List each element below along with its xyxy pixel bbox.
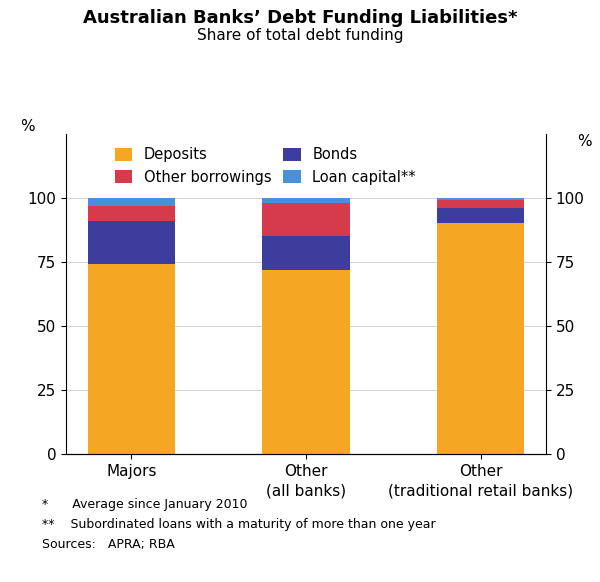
Bar bbox=[88, 221, 175, 264]
Bar bbox=[437, 223, 524, 454]
Bar bbox=[88, 198, 175, 205]
Bar bbox=[262, 236, 350, 269]
Bar bbox=[437, 200, 524, 208]
Text: Sources:   APRA; RBA: Sources: APRA; RBA bbox=[42, 538, 175, 551]
Text: Share of total debt funding: Share of total debt funding bbox=[197, 28, 403, 43]
Bar bbox=[88, 205, 175, 221]
Y-axis label: %: % bbox=[20, 119, 35, 134]
Text: *      Average since January 2010: * Average since January 2010 bbox=[42, 498, 248, 510]
Bar bbox=[262, 203, 350, 236]
Bar bbox=[88, 264, 175, 454]
Bar bbox=[437, 198, 524, 200]
Y-axis label: %: % bbox=[577, 134, 592, 149]
Bar bbox=[262, 269, 350, 454]
Text: **    Subordinated loans with a maturity of more than one year: ** Subordinated loans with a maturity of… bbox=[42, 518, 436, 531]
Bar bbox=[437, 208, 524, 223]
Text: Australian Banks’ Debt Funding Liabilities*: Australian Banks’ Debt Funding Liabiliti… bbox=[83, 9, 517, 27]
Bar bbox=[262, 198, 350, 203]
Legend: Deposits, Other borrowings, Bonds, Loan capital**: Deposits, Other borrowings, Bonds, Loan … bbox=[112, 144, 419, 187]
